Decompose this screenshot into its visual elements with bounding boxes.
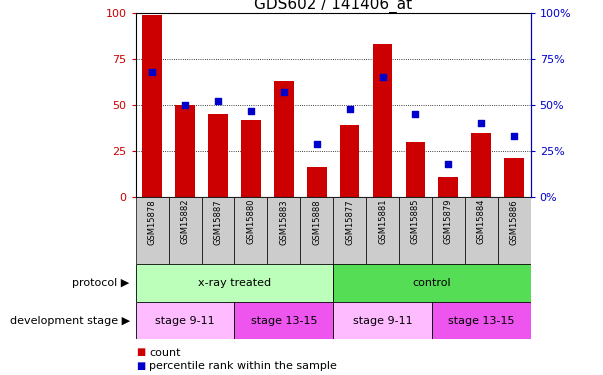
Text: x-ray treated: x-ray treated <box>198 278 271 288</box>
Bar <box>373 44 393 197</box>
Point <box>180 102 190 108</box>
Bar <box>136 264 333 302</box>
Text: GSM15883: GSM15883 <box>279 199 288 244</box>
Bar <box>504 158 524 197</box>
Bar <box>399 197 432 264</box>
Text: GSM15880: GSM15880 <box>247 199 256 244</box>
Point <box>213 98 223 104</box>
Point <box>510 133 519 139</box>
Bar <box>142 15 162 197</box>
Point <box>279 89 289 95</box>
Bar <box>208 114 228 197</box>
Text: GSM15878: GSM15878 <box>148 199 157 244</box>
Bar <box>300 197 333 264</box>
Bar <box>438 177 458 197</box>
Text: GSM15885: GSM15885 <box>411 199 420 244</box>
Bar <box>406 142 425 197</box>
Bar <box>465 197 497 264</box>
Text: GSM15879: GSM15879 <box>444 199 453 244</box>
Text: protocol ▶: protocol ▶ <box>72 278 130 288</box>
Bar <box>497 197 531 264</box>
Text: stage 9-11: stage 9-11 <box>155 316 215 326</box>
Bar <box>333 264 531 302</box>
Bar <box>169 197 201 264</box>
Bar <box>366 197 399 264</box>
Point <box>345 106 355 112</box>
Text: stage 13-15: stage 13-15 <box>448 316 514 326</box>
Text: GSM15881: GSM15881 <box>378 199 387 244</box>
Bar <box>201 197 235 264</box>
Text: GSM15886: GSM15886 <box>510 199 519 244</box>
Bar <box>472 133 491 197</box>
Point <box>147 69 157 75</box>
Point <box>377 74 387 81</box>
Text: percentile rank within the sample: percentile rank within the sample <box>149 362 337 371</box>
Bar <box>136 302 235 339</box>
Bar <box>333 302 432 339</box>
Point <box>411 111 420 117</box>
Text: GSM15882: GSM15882 <box>180 199 189 244</box>
Point <box>476 120 486 126</box>
Bar <box>235 302 333 339</box>
Bar <box>241 120 260 197</box>
Text: control: control <box>412 278 451 288</box>
Point <box>444 161 453 167</box>
Text: GSM15884: GSM15884 <box>477 199 486 244</box>
Bar <box>136 197 169 264</box>
Text: GSM15888: GSM15888 <box>312 199 321 244</box>
Text: count: count <box>149 348 180 357</box>
Title: GDS602 / 141406_at: GDS602 / 141406_at <box>254 0 412 13</box>
Bar <box>274 81 294 197</box>
Text: stage 13-15: stage 13-15 <box>250 316 317 326</box>
Text: stage 9-11: stage 9-11 <box>353 316 412 326</box>
Bar <box>432 197 465 264</box>
Bar <box>267 197 300 264</box>
Point <box>312 141 321 147</box>
Bar <box>235 197 267 264</box>
Text: ■: ■ <box>136 348 145 357</box>
Text: ■: ■ <box>136 362 145 371</box>
Point <box>246 108 256 114</box>
Bar <box>307 168 327 197</box>
Bar <box>175 105 195 197</box>
Bar <box>339 125 359 197</box>
Bar <box>432 302 531 339</box>
Text: GSM15887: GSM15887 <box>213 199 223 244</box>
Text: development stage ▶: development stage ▶ <box>10 316 130 326</box>
Bar <box>333 197 366 264</box>
Text: GSM15877: GSM15877 <box>345 199 354 244</box>
